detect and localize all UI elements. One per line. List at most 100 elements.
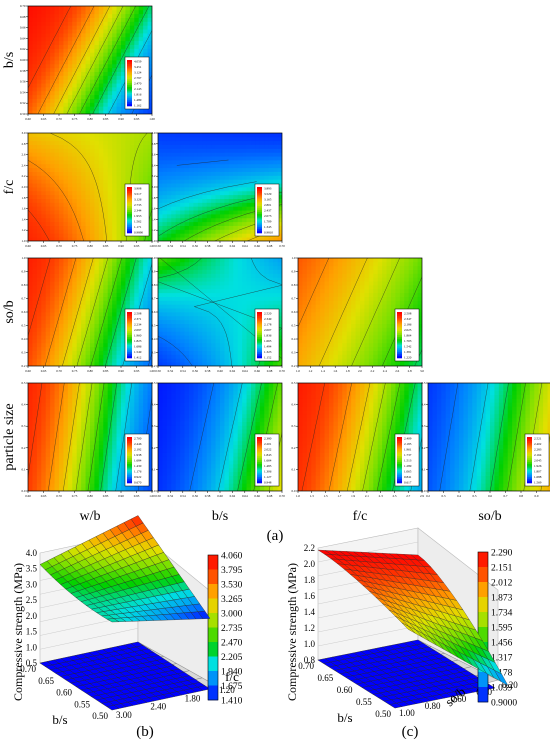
contour-cell <box>72 106 77 110</box>
contour-cell <box>81 48 86 52</box>
contour-cell <box>32 168 37 172</box>
contour-cell <box>189 354 194 358</box>
contour-cell <box>269 281 274 285</box>
contour-cell <box>81 258 86 262</box>
contour-cell <box>68 191 73 195</box>
contour-cell <box>242 229 247 233</box>
contour-cell <box>77 297 82 301</box>
contour-cell <box>63 137 68 141</box>
contour-cell <box>117 64 122 68</box>
contour-cell <box>112 87 117 91</box>
contour-cell <box>316 347 321 351</box>
contour-cell <box>28 10 33 14</box>
contour-cell <box>32 281 37 285</box>
contour-cell <box>211 202 216 206</box>
contour-cell <box>193 148 198 152</box>
contour-cell <box>202 133 207 137</box>
contour-cell <box>139 179 144 183</box>
contour-cell <box>68 316 73 320</box>
contour-cell <box>373 331 378 335</box>
contour-cell <box>46 148 51 152</box>
contour-cell <box>90 285 95 289</box>
contour-cell <box>202 316 207 320</box>
contour-cell <box>86 191 91 195</box>
contour-cell <box>72 60 77 64</box>
contour-cell <box>37 145 42 149</box>
contour-cell <box>211 270 216 274</box>
contour-cell <box>185 222 190 226</box>
contour-cell <box>347 312 352 316</box>
contour-cell <box>180 339 185 343</box>
contour-cell <box>63 68 68 72</box>
contour-cell <box>46 308 51 312</box>
contour-cell <box>72 351 77 355</box>
x-tick-label: 0.58 <box>205 369 211 373</box>
x-tick-label: 0.60 <box>25 369 31 373</box>
contour-cell <box>207 331 212 335</box>
contour-cell <box>207 137 212 141</box>
contour-cell <box>99 354 104 358</box>
contour-cell <box>50 354 55 358</box>
contour-cell <box>242 148 247 152</box>
y-tick-label: 2.6 <box>22 153 26 157</box>
contour-cell <box>72 18 77 22</box>
contour-cell <box>112 358 117 362</box>
contour-cell <box>50 304 55 308</box>
contour-cell <box>202 172 207 176</box>
contour-cell <box>108 312 113 316</box>
contour-cell <box>207 324 212 328</box>
contour-cell <box>63 195 68 199</box>
contour-cell <box>99 33 104 37</box>
contour-cell <box>202 187 207 191</box>
contour-cell <box>260 141 265 145</box>
contour-cell <box>59 179 64 183</box>
contour-cell <box>117 25 122 29</box>
contour-cell <box>59 354 64 358</box>
contour-cell <box>37 179 42 183</box>
contour-cell <box>59 266 64 270</box>
contour-cell <box>251 273 256 277</box>
contour-cell <box>81 41 86 45</box>
contour-cell <box>117 133 122 137</box>
contour-cell <box>193 289 198 293</box>
contour-cell <box>356 358 361 362</box>
contour-cell <box>347 320 352 324</box>
contour-cell <box>198 324 203 328</box>
contour-cell <box>273 289 278 293</box>
contour-cell <box>307 351 312 355</box>
contour-cell <box>68 233 73 237</box>
contour-cell <box>180 285 185 289</box>
contour-cell <box>68 29 73 33</box>
contour-cell <box>77 152 82 156</box>
contour-cell <box>220 148 225 152</box>
contour-cell <box>28 133 33 137</box>
contour-cell <box>72 187 77 191</box>
contour-cell <box>37 91 42 95</box>
contour-cell <box>112 210 117 214</box>
contour-cell <box>117 187 122 191</box>
contour-cell <box>238 156 243 160</box>
contour-cell <box>387 320 392 324</box>
contour-cell <box>37 137 42 141</box>
contour-cell <box>220 266 225 270</box>
contour-cell <box>189 145 194 149</box>
contour-cell <box>202 175 207 179</box>
contour-cell <box>302 281 307 285</box>
contour-cell <box>37 56 42 60</box>
contour-cell <box>311 347 316 351</box>
x-tick-label: 0.90 <box>118 117 124 121</box>
contour-cell <box>46 164 51 168</box>
contour-cell <box>333 300 338 304</box>
contour-cell <box>338 281 343 285</box>
contour-cell <box>302 285 307 289</box>
contour-cell <box>171 308 176 312</box>
contour-cell <box>382 262 387 266</box>
contour-cell <box>37 95 42 99</box>
contour-cell <box>347 327 352 331</box>
contour-cell <box>360 308 365 312</box>
legend-swatch <box>127 333 132 335</box>
contour-cell <box>373 339 378 343</box>
contour-cell <box>269 273 274 277</box>
contour-cell <box>242 335 247 339</box>
contour-cell <box>391 262 396 266</box>
